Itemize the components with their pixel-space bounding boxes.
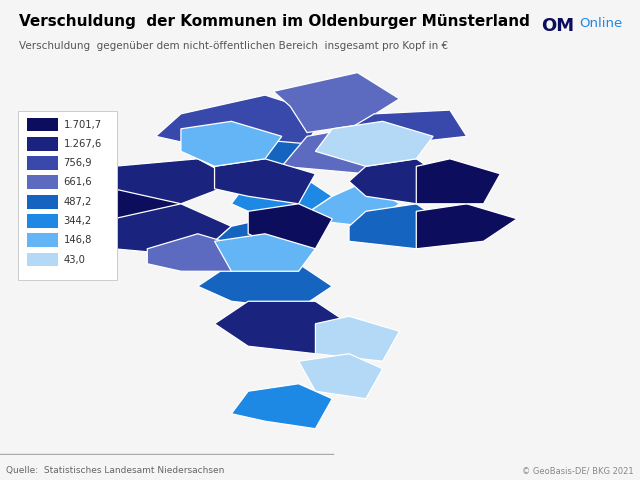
Text: Verschuldung  der Kommunen im Oldenburger Münsterland: Verschuldung der Kommunen im Oldenburger… — [19, 14, 530, 29]
Text: 1.267,6: 1.267,6 — [63, 139, 102, 149]
Text: Verschuldung  gegenüber dem nicht-öffentlichen Bereich  insgesamt pro Kopf in €: Verschuldung gegenüber dem nicht-öffentl… — [19, 41, 449, 51]
Polygon shape — [416, 159, 500, 204]
Text: © GeoBasis-DE/ BKG 2021: © GeoBasis-DE/ BKG 2021 — [522, 466, 634, 475]
Text: OM: OM — [541, 17, 574, 35]
Polygon shape — [214, 234, 316, 271]
FancyBboxPatch shape — [27, 176, 58, 189]
Polygon shape — [273, 72, 399, 132]
Polygon shape — [214, 159, 316, 204]
FancyBboxPatch shape — [27, 195, 58, 208]
Text: 661,6: 661,6 — [63, 178, 92, 187]
Polygon shape — [299, 354, 383, 399]
Polygon shape — [316, 316, 399, 361]
Polygon shape — [349, 159, 450, 204]
Polygon shape — [198, 219, 299, 264]
Polygon shape — [316, 121, 433, 166]
Polygon shape — [416, 204, 517, 249]
Text: 487,2: 487,2 — [63, 197, 92, 207]
Text: 146,8: 146,8 — [63, 235, 92, 245]
Text: 1.701,7: 1.701,7 — [63, 120, 102, 130]
Polygon shape — [147, 234, 248, 271]
Polygon shape — [198, 264, 332, 309]
Text: 43,0: 43,0 — [63, 254, 85, 264]
Polygon shape — [349, 110, 467, 144]
FancyBboxPatch shape — [27, 156, 58, 170]
Polygon shape — [282, 129, 391, 174]
Polygon shape — [181, 136, 307, 166]
Polygon shape — [63, 159, 240, 204]
Text: 344,2: 344,2 — [63, 216, 92, 226]
FancyBboxPatch shape — [27, 233, 58, 247]
FancyBboxPatch shape — [27, 252, 58, 266]
Polygon shape — [299, 181, 399, 226]
Text: 756,9: 756,9 — [63, 158, 92, 168]
FancyBboxPatch shape — [27, 118, 58, 132]
Polygon shape — [156, 95, 324, 151]
FancyBboxPatch shape — [19, 111, 117, 280]
Text: Quelle:  Statistisches Landesamt Niedersachsen: Quelle: Statistisches Landesamt Niedersa… — [6, 466, 225, 475]
Polygon shape — [231, 384, 332, 429]
Polygon shape — [63, 204, 231, 256]
Polygon shape — [181, 121, 282, 166]
FancyBboxPatch shape — [27, 137, 58, 151]
Polygon shape — [47, 189, 181, 226]
FancyBboxPatch shape — [27, 214, 58, 228]
Polygon shape — [248, 204, 332, 249]
Text: Online: Online — [579, 17, 623, 30]
Polygon shape — [214, 301, 349, 354]
Polygon shape — [349, 204, 450, 249]
Polygon shape — [231, 174, 332, 219]
